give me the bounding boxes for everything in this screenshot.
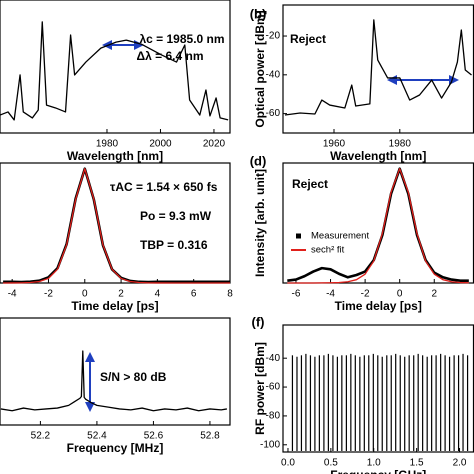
x-axis-label: Frequency [GHz]	[330, 468, 426, 474]
annotation: TBP = 0.316	[140, 238, 208, 252]
x-tick-label: 2	[431, 289, 437, 300]
y-tick-label: -60	[266, 108, 281, 119]
annotation: Δλ = 6.4 nm	[137, 49, 204, 63]
plot-frame	[0, 162, 231, 284]
x-tick-label: 0.5	[324, 458, 338, 469]
panel-label: (f)	[252, 314, 265, 329]
x-tick-label: 0	[397, 289, 403, 300]
annotation: S/N > 80 dB	[100, 370, 167, 384]
x-axis-label: Time delay [ps]	[71, 299, 158, 313]
x-tick-label: 0	[82, 289, 88, 300]
x-axis-label: Frequency [MHz]	[67, 441, 164, 455]
x-tick-label: 0.0	[281, 458, 295, 469]
x-tick-label: -4	[326, 289, 335, 300]
annotation: Reject	[292, 177, 328, 191]
x-tick-label: 2.0	[453, 458, 467, 469]
y-axis-label: Optical power [dBm]	[253, 10, 267, 127]
x-tick-label: 1.5	[410, 458, 424, 469]
y-axis-label: RF power [dBm]	[253, 342, 267, 435]
series-line	[0, 350, 227, 412]
x-tick-label: -2	[44, 289, 53, 300]
series-line	[0, 21, 229, 121]
x-axis-label: Wavelength [nm]	[67, 149, 163, 163]
x-tick-label: 52.2	[31, 431, 51, 442]
annotation: Reject	[290, 32, 326, 46]
x-tick-label: 2	[118, 289, 124, 300]
x-tick-label: 6	[191, 289, 197, 300]
x-tick-label: 1.0	[367, 458, 381, 469]
x-tick-label: 52.8	[200, 431, 220, 442]
x-tick-label: 52.6	[144, 431, 164, 442]
plot-frame	[0, 0, 231, 134]
x-tick-label: -6	[292, 289, 301, 300]
annotation: λc = 1985.0 nm	[139, 32, 224, 46]
y-tick-label: -20	[266, 31, 281, 42]
x-tick-label: 4	[155, 289, 161, 300]
y-tick-label: -80	[266, 411, 281, 422]
x-tick-label: 2020	[203, 139, 226, 150]
y-tick-label: -100	[260, 439, 280, 450]
series-line	[284, 19, 472, 116]
x-tick-label: 8	[227, 289, 233, 300]
legend-label: sech² fit	[311, 245, 345, 256]
y-tick-label: -40	[266, 69, 281, 80]
y-tick-label: -40	[266, 353, 281, 364]
x-tick-label: 1980	[96, 139, 119, 150]
legend-swatch	[296, 233, 301, 239]
x-tick-label: 1960	[323, 139, 346, 150]
x-axis-label: Time delay [ps]	[335, 299, 422, 313]
x-tick-label: 52.4	[87, 431, 107, 442]
x-tick-label: 2000	[149, 139, 172, 150]
series-line	[287, 168, 469, 284]
x-tick-label: 1980	[389, 139, 412, 150]
panel-label: (d)	[250, 153, 267, 168]
y-tick-label: -60	[266, 382, 281, 393]
annotation: τAC = 1.54 × 650 fs	[110, 180, 218, 194]
series-line	[3, 168, 230, 284]
x-tick-label: -2	[361, 289, 370, 300]
legend-label: Measurement	[311, 231, 369, 242]
x-tick-label: -4	[8, 289, 17, 300]
plot-frame	[0, 317, 231, 426]
x-axis-label: Wavelength [nm]	[330, 149, 426, 163]
y-axis-label: Intensity [arb. unit]	[253, 169, 267, 277]
annotation: Po = 9.3 mW	[140, 209, 212, 223]
panel-label: (b)	[250, 6, 267, 21]
